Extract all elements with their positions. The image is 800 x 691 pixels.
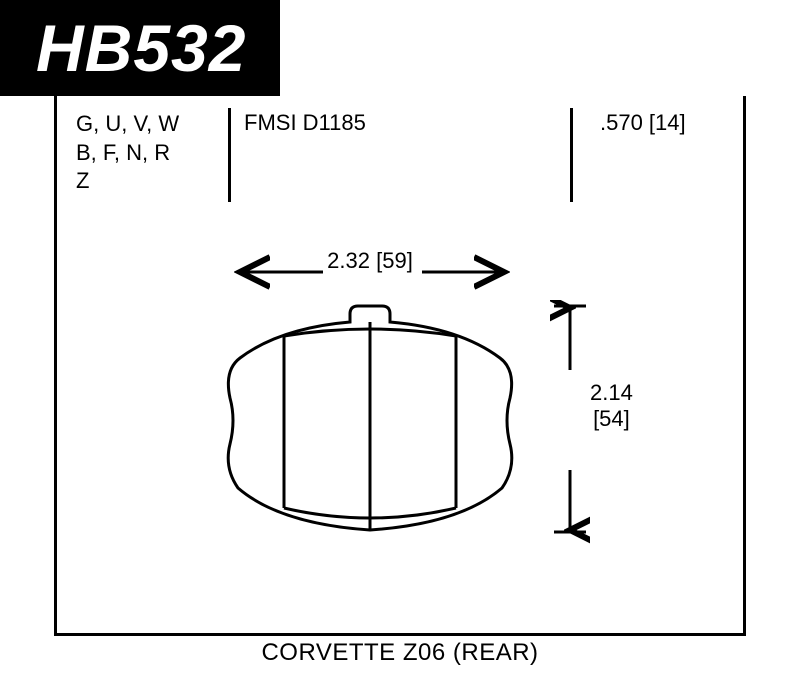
- codes-line-1: G, U, V, W: [76, 110, 226, 139]
- width-value: 2.32 [59]: [323, 248, 417, 274]
- width-dimension-label: 2.32 [59]: [250, 248, 490, 274]
- compound-codes: G, U, V, W B, F, N, R Z: [76, 110, 226, 196]
- info-separator-2: [570, 108, 573, 202]
- fmsi-code: FMSI D1185: [244, 110, 366, 136]
- codes-line-2: B, F, N, R: [76, 139, 226, 168]
- height-value-in: 2.14: [590, 380, 633, 406]
- height-dimension-label: 2.14 [54]: [590, 380, 633, 433]
- codes-line-3: Z: [76, 167, 226, 196]
- part-number-title: HB532: [36, 10, 246, 86]
- info-separator-1: [228, 108, 231, 202]
- height-value-mm: [54]: [590, 406, 633, 432]
- brake-pad-outline: [220, 300, 520, 550]
- application-label: CORVETTE Z06 (REAR): [0, 639, 800, 667]
- thickness-value: .570 [14]: [600, 110, 686, 136]
- height-dimension-arrow: [550, 300, 590, 560]
- pad-diagram: 2.32 [59] 2.14 [54]: [160, 240, 680, 600]
- header-bar: HB532: [0, 0, 280, 96]
